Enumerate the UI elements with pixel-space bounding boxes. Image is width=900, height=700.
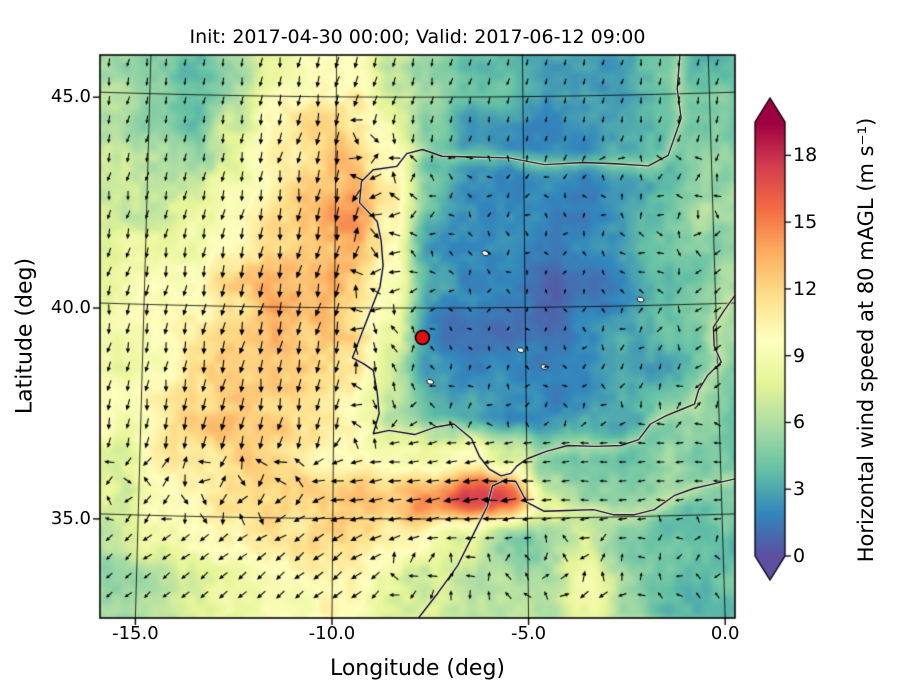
y-tick-label: 45.0 [50,86,91,108]
x-tick-label: -15.0 [112,623,159,644]
plot-title: Init: 2017-04-30 00:00; Valid: 2017-06-1… [189,26,646,48]
y-tick-label: 40.0 [50,297,91,319]
colorbar-tick-label: 18 [793,144,818,167]
x-tick-label: 0.0 [710,623,740,644]
colorbar-tick-label: 9 [793,344,806,367]
colorbar-tick-label: 12 [793,277,818,300]
colorbar-tick-label: 15 [793,211,818,234]
x-tick-label: -10.0 [308,623,356,644]
y-axis-label: Latitude (deg) [12,257,38,415]
x-tick-label: -5.0 [511,623,547,644]
colorbar-tick-label: 3 [793,478,806,501]
colorbar-tick-label: 6 [793,411,806,434]
x-axis-label: Longitude (deg) [329,656,506,681]
colorbar-label: Horizontal wind speed at 80 mAGL (m s⁻¹) [854,117,878,563]
y-tick-label: 35.0 [50,507,91,529]
colorbar-tick-label: 0 [793,545,806,567]
